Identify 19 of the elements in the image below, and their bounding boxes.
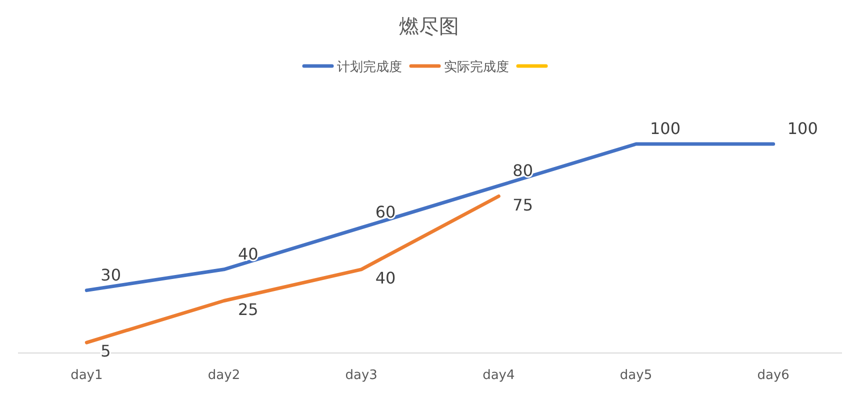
x-tick-label: day5 xyxy=(620,368,652,383)
data-label: 100 xyxy=(650,119,681,138)
data-label: 5 xyxy=(100,342,111,361)
data-label: 40 xyxy=(375,268,396,288)
data-label: 60 xyxy=(375,202,396,222)
data-label: 75 xyxy=(512,195,534,214)
data-label: 25 xyxy=(238,300,258,319)
data-label: 100 xyxy=(787,119,818,138)
legend-label: 实际完成度 xyxy=(444,59,509,75)
x-tick-label: day6 xyxy=(757,368,790,383)
data-label: 40 xyxy=(238,244,258,264)
data-label: 30 xyxy=(100,265,122,284)
x-tick-label: day4 xyxy=(482,368,515,383)
x-tick-label: day2 xyxy=(208,368,240,383)
legend-label: 计划完成度 xyxy=(337,59,402,75)
x-tick-label: day1 xyxy=(70,368,103,383)
chart-title: 燃尽图 xyxy=(399,14,459,38)
x-tick-label: day3 xyxy=(345,368,378,383)
data-label: 80 xyxy=(512,160,534,180)
